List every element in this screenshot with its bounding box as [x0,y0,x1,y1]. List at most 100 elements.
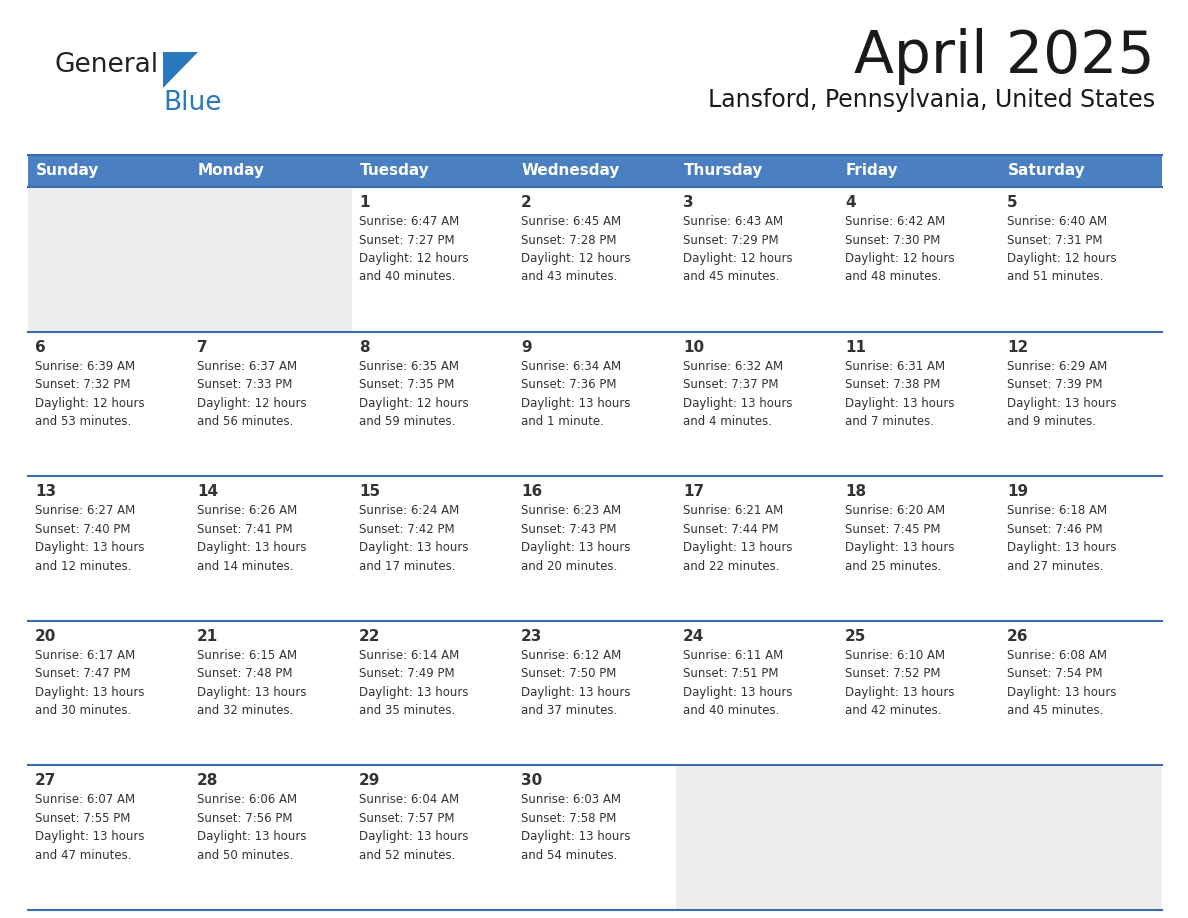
Text: 26: 26 [1007,629,1029,644]
Text: Sunday: Sunday [36,163,100,178]
Bar [838,155,1000,187]
Text: Tuesday: Tuesday [360,163,430,178]
Bar [29,621,190,766]
Text: 17: 17 [683,484,704,499]
Bar [1000,766,1162,910]
Bar [676,155,838,187]
Text: Sunrise: 6:45 AM
Sunset: 7:28 PM
Daylight: 12 hours
and 43 minutes.: Sunrise: 6:45 AM Sunset: 7:28 PM Dayligh… [522,215,631,284]
Text: 14: 14 [197,484,219,499]
Text: Sunrise: 6:15 AM
Sunset: 7:48 PM
Daylight: 13 hours
and 32 minutes.: Sunrise: 6:15 AM Sunset: 7:48 PM Dayligh… [197,649,307,717]
Bar [676,621,838,766]
Bar [1000,155,1162,187]
Text: Sunrise: 6:37 AM
Sunset: 7:33 PM
Daylight: 12 hours
and 56 minutes.: Sunrise: 6:37 AM Sunset: 7:33 PM Dayligh… [197,360,307,428]
Bar [1000,187,1162,331]
Text: Sunrise: 6:43 AM
Sunset: 7:29 PM
Daylight: 12 hours
and 45 minutes.: Sunrise: 6:43 AM Sunset: 7:29 PM Dayligh… [683,215,792,284]
Bar [190,476,352,621]
Bar [352,331,514,476]
Text: 12: 12 [1007,340,1029,354]
Text: 19: 19 [1007,484,1028,499]
Text: 1: 1 [359,195,369,210]
Text: Thursday: Thursday [684,163,764,178]
Text: Sunrise: 6:35 AM
Sunset: 7:35 PM
Daylight: 12 hours
and 59 minutes.: Sunrise: 6:35 AM Sunset: 7:35 PM Dayligh… [359,360,468,428]
Text: Friday: Friday [846,163,898,178]
Bar [1000,621,1162,766]
Text: Sunrise: 6:08 AM
Sunset: 7:54 PM
Daylight: 13 hours
and 45 minutes.: Sunrise: 6:08 AM Sunset: 7:54 PM Dayligh… [1007,649,1117,717]
Bar [514,476,676,621]
Text: Sunrise: 6:39 AM
Sunset: 7:32 PM
Daylight: 12 hours
and 53 minutes.: Sunrise: 6:39 AM Sunset: 7:32 PM Dayligh… [34,360,145,428]
Bar [514,766,676,910]
Text: Sunrise: 6:04 AM
Sunset: 7:57 PM
Daylight: 13 hours
and 52 minutes.: Sunrise: 6:04 AM Sunset: 7:57 PM Dayligh… [359,793,468,862]
Text: 8: 8 [359,340,369,354]
Text: Sunrise: 6:31 AM
Sunset: 7:38 PM
Daylight: 13 hours
and 7 minutes.: Sunrise: 6:31 AM Sunset: 7:38 PM Dayligh… [845,360,954,428]
Text: 7: 7 [197,340,208,354]
Bar [838,621,1000,766]
Text: 20: 20 [34,629,56,644]
Bar [838,766,1000,910]
Bar [676,331,838,476]
Bar [514,155,676,187]
Text: 2: 2 [522,195,532,210]
Text: 21: 21 [197,629,219,644]
Text: 16: 16 [522,484,542,499]
Text: Sunrise: 6:26 AM
Sunset: 7:41 PM
Daylight: 13 hours
and 14 minutes.: Sunrise: 6:26 AM Sunset: 7:41 PM Dayligh… [197,504,307,573]
Bar [29,331,190,476]
Text: 4: 4 [845,195,855,210]
Text: Monday: Monday [198,163,265,178]
Text: Sunrise: 6:40 AM
Sunset: 7:31 PM
Daylight: 12 hours
and 51 minutes.: Sunrise: 6:40 AM Sunset: 7:31 PM Dayligh… [1007,215,1117,284]
Polygon shape [163,52,198,88]
Bar [190,187,352,331]
Bar [352,766,514,910]
Text: 18: 18 [845,484,866,499]
Text: 13: 13 [34,484,56,499]
Bar [190,155,352,187]
Text: 24: 24 [683,629,704,644]
Text: 6: 6 [34,340,46,354]
Text: April 2025: April 2025 [854,28,1155,85]
Text: 5: 5 [1007,195,1018,210]
Text: Sunrise: 6:07 AM
Sunset: 7:55 PM
Daylight: 13 hours
and 47 minutes.: Sunrise: 6:07 AM Sunset: 7:55 PM Dayligh… [34,793,145,862]
Text: Sunrise: 6:21 AM
Sunset: 7:44 PM
Daylight: 13 hours
and 22 minutes.: Sunrise: 6:21 AM Sunset: 7:44 PM Dayligh… [683,504,792,573]
Text: Sunrise: 6:27 AM
Sunset: 7:40 PM
Daylight: 13 hours
and 12 minutes.: Sunrise: 6:27 AM Sunset: 7:40 PM Dayligh… [34,504,145,573]
Bar [190,766,352,910]
Text: 11: 11 [845,340,866,354]
Text: Blue: Blue [163,90,221,116]
Text: Sunrise: 6:24 AM
Sunset: 7:42 PM
Daylight: 13 hours
and 17 minutes.: Sunrise: 6:24 AM Sunset: 7:42 PM Dayligh… [359,504,468,573]
Bar [514,187,676,331]
Text: 23: 23 [522,629,543,644]
Text: 9: 9 [522,340,531,354]
Text: Sunrise: 6:12 AM
Sunset: 7:50 PM
Daylight: 13 hours
and 37 minutes.: Sunrise: 6:12 AM Sunset: 7:50 PM Dayligh… [522,649,631,717]
Text: 27: 27 [34,773,56,789]
Text: General: General [55,52,159,78]
Text: 30: 30 [522,773,542,789]
Bar [352,476,514,621]
Text: Sunrise: 6:17 AM
Sunset: 7:47 PM
Daylight: 13 hours
and 30 minutes.: Sunrise: 6:17 AM Sunset: 7:47 PM Dayligh… [34,649,145,717]
Text: Sunrise: 6:14 AM
Sunset: 7:49 PM
Daylight: 13 hours
and 35 minutes.: Sunrise: 6:14 AM Sunset: 7:49 PM Dayligh… [359,649,468,717]
Bar [838,187,1000,331]
Bar [514,621,676,766]
Text: Sunrise: 6:03 AM
Sunset: 7:58 PM
Daylight: 13 hours
and 54 minutes.: Sunrise: 6:03 AM Sunset: 7:58 PM Dayligh… [522,793,631,862]
Bar [352,621,514,766]
Text: Wednesday: Wednesday [522,163,620,178]
Text: 25: 25 [845,629,866,644]
Text: Sunrise: 6:11 AM
Sunset: 7:51 PM
Daylight: 13 hours
and 40 minutes.: Sunrise: 6:11 AM Sunset: 7:51 PM Dayligh… [683,649,792,717]
Bar [29,476,190,621]
Bar [676,476,838,621]
Text: Sunrise: 6:34 AM
Sunset: 7:36 PM
Daylight: 13 hours
and 1 minute.: Sunrise: 6:34 AM Sunset: 7:36 PM Dayligh… [522,360,631,428]
Bar [514,331,676,476]
Text: Sunrise: 6:47 AM
Sunset: 7:27 PM
Daylight: 12 hours
and 40 minutes.: Sunrise: 6:47 AM Sunset: 7:27 PM Dayligh… [359,215,468,284]
Text: 28: 28 [197,773,219,789]
Text: Lansford, Pennsylvania, United States: Lansford, Pennsylvania, United States [708,88,1155,112]
Text: Sunrise: 6:23 AM
Sunset: 7:43 PM
Daylight: 13 hours
and 20 minutes.: Sunrise: 6:23 AM Sunset: 7:43 PM Dayligh… [522,504,631,573]
Text: Sunrise: 6:10 AM
Sunset: 7:52 PM
Daylight: 13 hours
and 42 minutes.: Sunrise: 6:10 AM Sunset: 7:52 PM Dayligh… [845,649,954,717]
Text: Sunrise: 6:29 AM
Sunset: 7:39 PM
Daylight: 13 hours
and 9 minutes.: Sunrise: 6:29 AM Sunset: 7:39 PM Dayligh… [1007,360,1117,428]
Bar [29,155,190,187]
Bar [352,155,514,187]
Bar [352,187,514,331]
Bar [838,476,1000,621]
Bar [190,621,352,766]
Text: Sunrise: 6:18 AM
Sunset: 7:46 PM
Daylight: 13 hours
and 27 minutes.: Sunrise: 6:18 AM Sunset: 7:46 PM Dayligh… [1007,504,1117,573]
Text: Sunrise: 6:06 AM
Sunset: 7:56 PM
Daylight: 13 hours
and 50 minutes.: Sunrise: 6:06 AM Sunset: 7:56 PM Dayligh… [197,793,307,862]
Bar [29,187,190,331]
Text: 10: 10 [683,340,704,354]
Bar [676,187,838,331]
